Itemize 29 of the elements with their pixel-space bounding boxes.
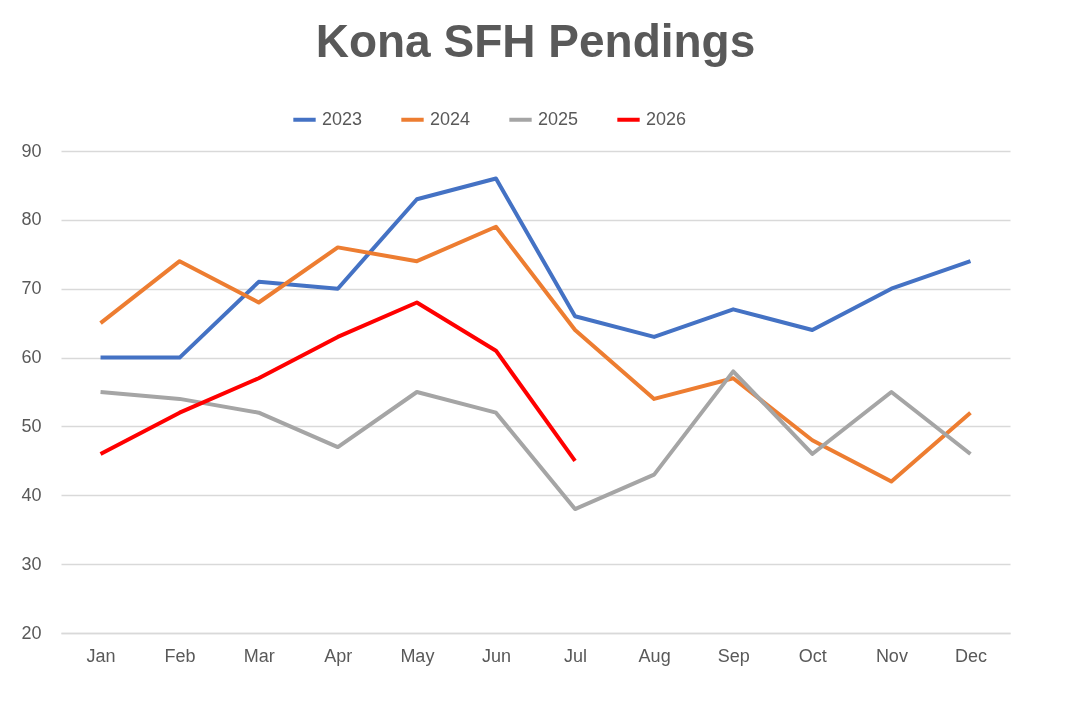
y-tick-label: 60	[21, 347, 42, 368]
x-tick-label: Sep	[717, 645, 750, 666]
line-series	[98, 176, 973, 360]
x-tick-label: Jun	[481, 645, 511, 666]
x-tick-label: Apr	[324, 645, 353, 666]
x-tick-label: Nov	[875, 645, 908, 666]
legend-label: 2025	[538, 108, 579, 129]
x-tick-label: Jul	[564, 645, 588, 666]
x-tick-label: Oct	[798, 645, 827, 666]
x-tick-label: Jan	[86, 645, 116, 666]
legend-label: 2026	[646, 108, 687, 129]
x-tick-label: Feb	[164, 645, 196, 666]
y-tick-label: 80	[21, 209, 42, 230]
y-tick-label: 20	[21, 622, 42, 643]
x-tick-label: May	[400, 645, 435, 666]
chart-title: Kona SFH Pendings	[315, 15, 756, 67]
line-series	[98, 369, 973, 512]
line-series	[98, 224, 973, 484]
x-tick-label: Mar	[243, 645, 275, 666]
x-tick-label: Aug	[638, 645, 671, 666]
legend-label: 2024	[430, 108, 471, 129]
legend-label: 2023	[322, 108, 363, 129]
y-tick-label: 30	[21, 553, 42, 574]
y-tick-label: 90	[21, 140, 42, 161]
y-tick-label: 70	[21, 278, 42, 299]
line-series	[98, 300, 578, 463]
x-tick-label: Dec	[954, 645, 987, 666]
y-tick-label: 50	[21, 415, 42, 436]
y-tick-label: 40	[21, 484, 42, 505]
